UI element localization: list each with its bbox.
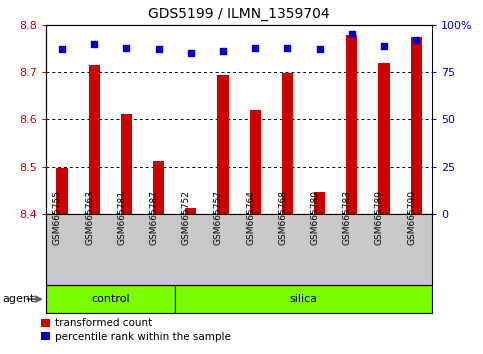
Point: [155, 47, 162, 52]
Text: GSM665783: GSM665783: [343, 190, 352, 245]
Bar: [57, 168, 68, 214]
Bar: [185, 208, 197, 214]
Bar: [217, 75, 228, 214]
Text: GSM665755: GSM665755: [53, 190, 62, 245]
Bar: [346, 35, 357, 214]
Text: GSM665780: GSM665780: [311, 190, 320, 245]
Text: GSM665768: GSM665768: [278, 190, 287, 245]
Point: [251, 45, 259, 50]
Point: [219, 48, 227, 54]
Text: control: control: [91, 294, 129, 304]
Bar: [121, 114, 132, 214]
Point: [380, 43, 388, 48]
Text: GSM665789: GSM665789: [375, 190, 384, 245]
Bar: [282, 73, 293, 214]
Text: GSM665752: GSM665752: [182, 190, 191, 245]
Text: GSM665787: GSM665787: [150, 190, 158, 245]
Bar: [88, 64, 100, 214]
Bar: [378, 63, 390, 214]
Bar: [411, 36, 422, 214]
Text: GSM665763: GSM665763: [85, 190, 94, 245]
Bar: [153, 161, 164, 214]
Text: silica: silica: [289, 294, 317, 304]
Text: agent: agent: [2, 294, 35, 304]
Title: GDS5199 / ILMN_1359704: GDS5199 / ILMN_1359704: [148, 7, 330, 21]
Text: GSM665781: GSM665781: [117, 190, 127, 245]
Point: [316, 47, 324, 52]
Legend: transformed count, percentile rank within the sample: transformed count, percentile rank withi…: [42, 319, 231, 342]
Point: [348, 32, 355, 37]
Bar: [46, 285, 175, 313]
Text: GSM665790: GSM665790: [407, 190, 416, 245]
Bar: [314, 192, 325, 214]
Point: [412, 37, 420, 43]
Point: [123, 45, 130, 50]
Bar: [175, 285, 432, 313]
Point: [187, 50, 195, 56]
Text: GSM665764: GSM665764: [246, 190, 255, 245]
Bar: [250, 110, 261, 214]
Point: [90, 41, 98, 46]
Point: [58, 47, 66, 52]
Text: GSM665757: GSM665757: [214, 190, 223, 245]
Point: [284, 45, 291, 50]
